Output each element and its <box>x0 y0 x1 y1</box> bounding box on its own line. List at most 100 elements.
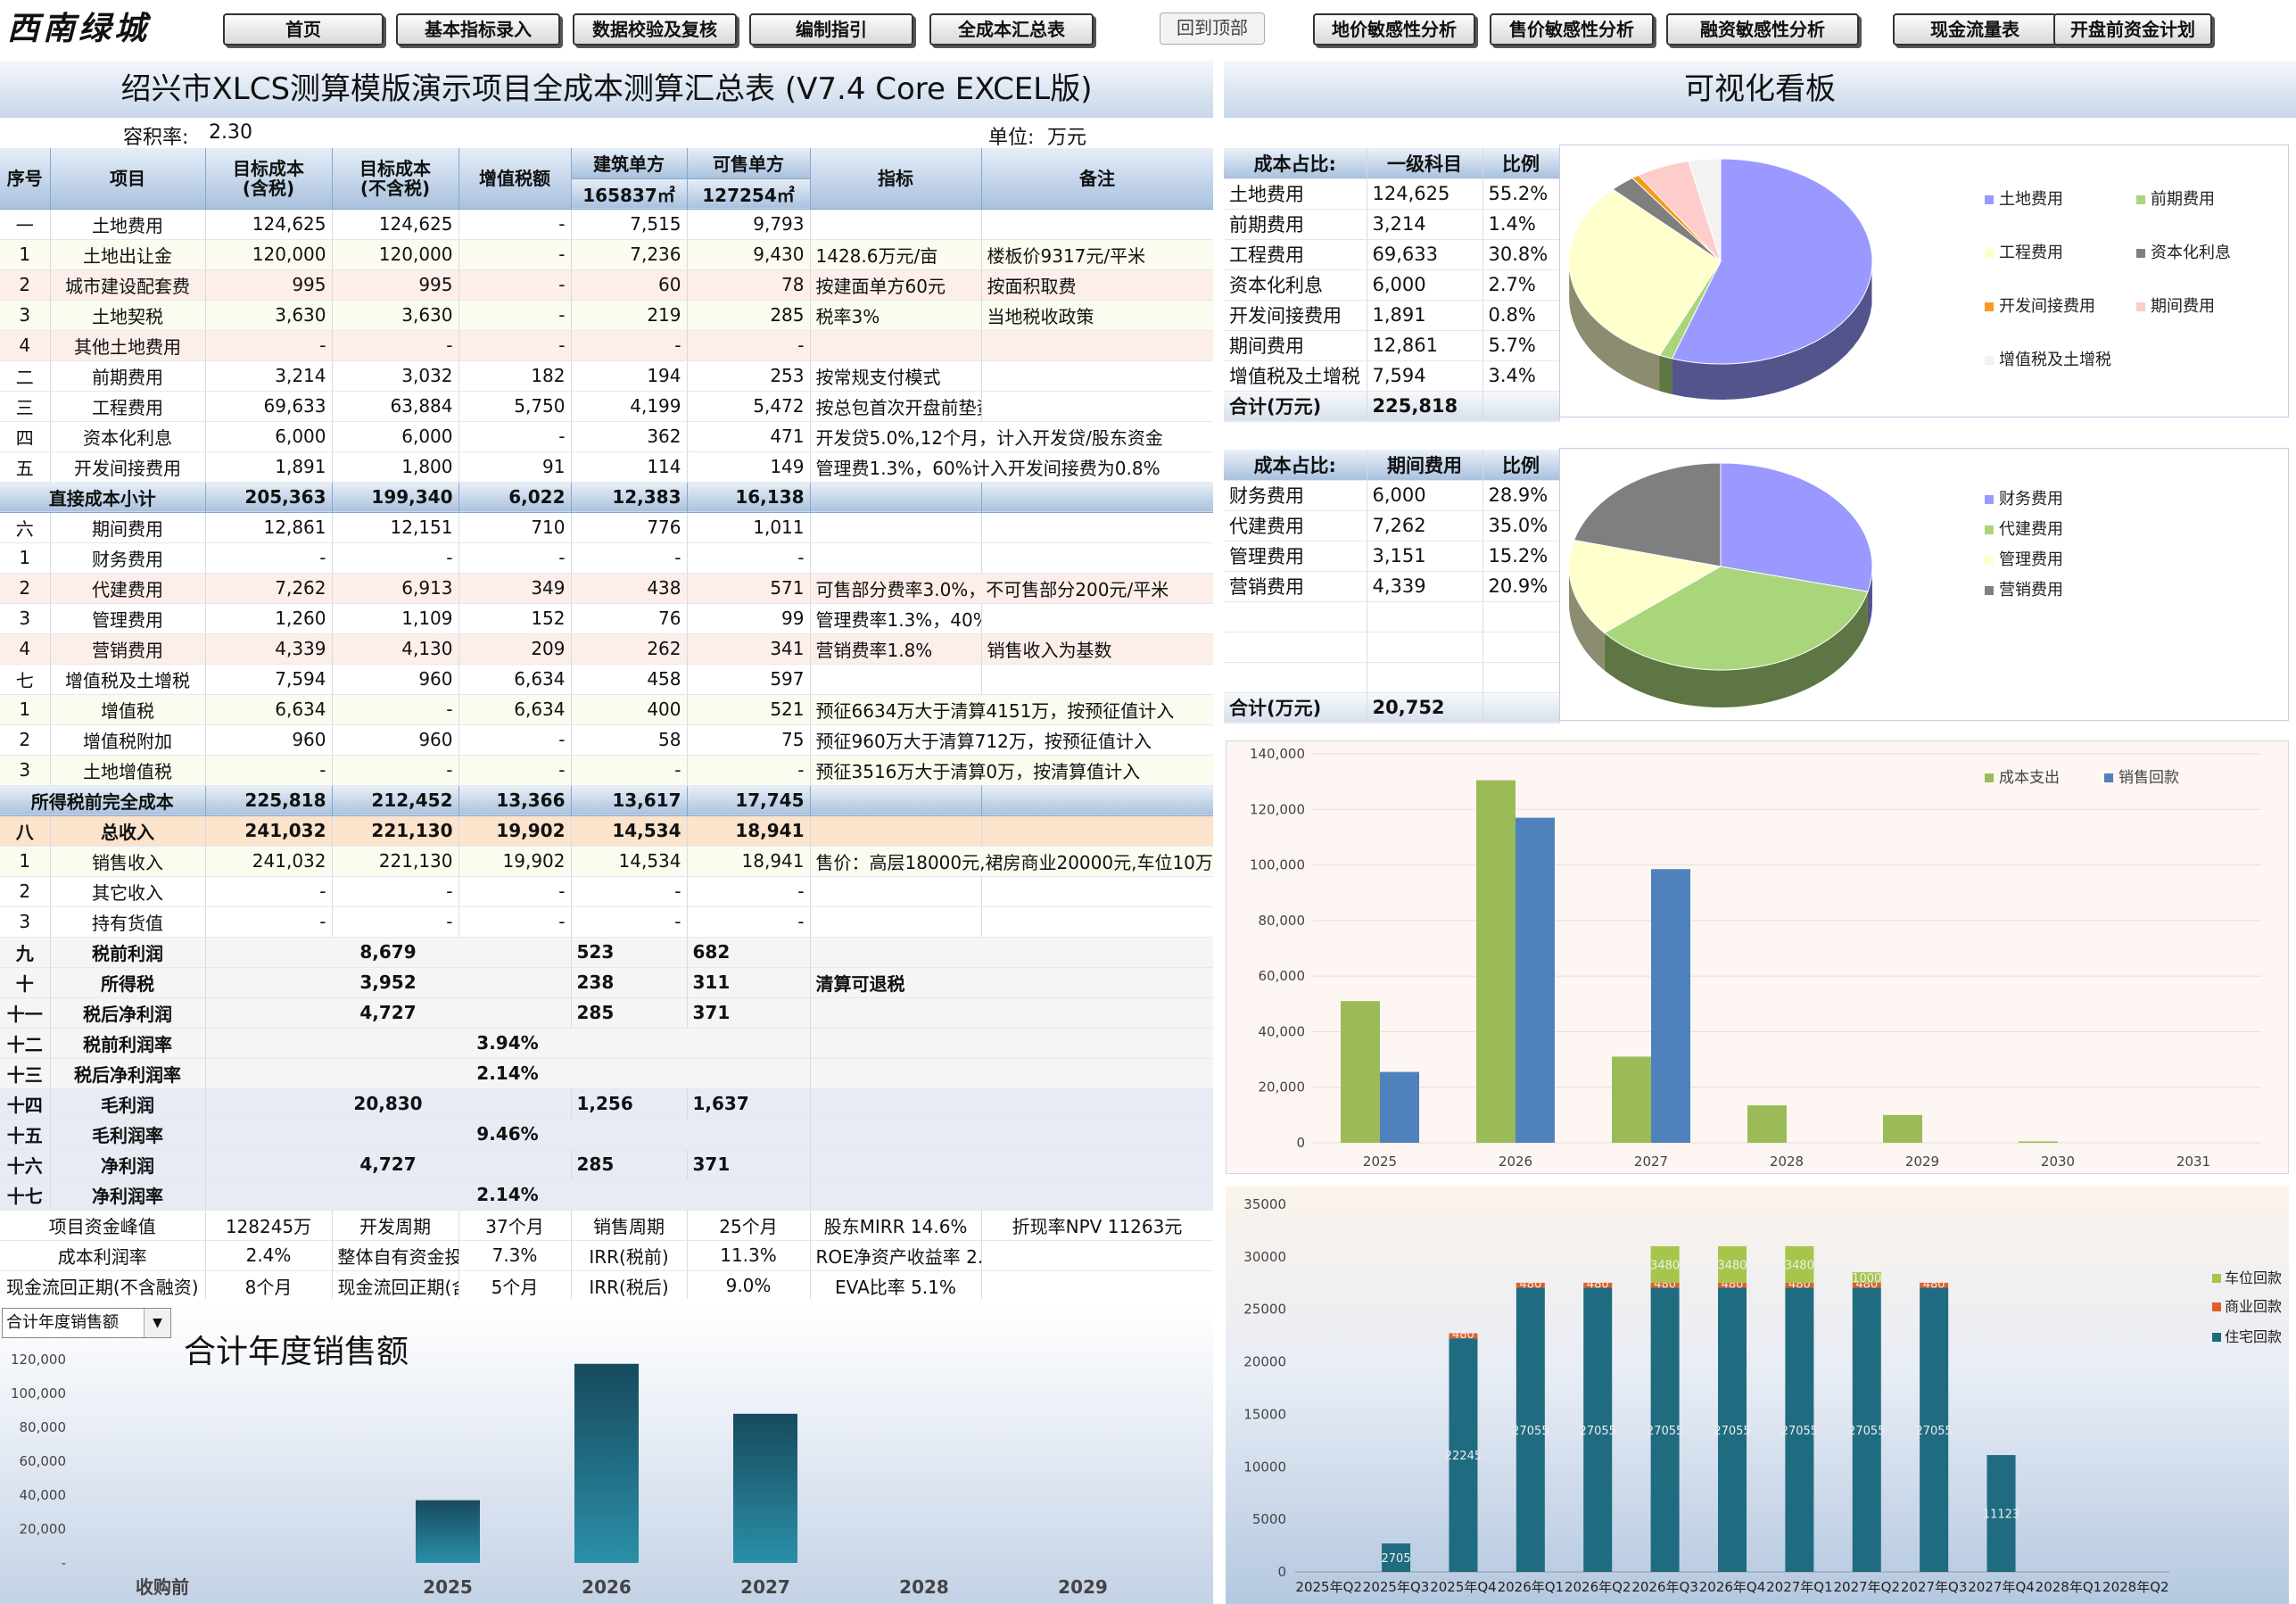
nav-guide-button[interactable]: 编制指引 <box>749 13 913 45</box>
data-label: 480 <box>1587 1278 1609 1292</box>
ratio-percent <box>1482 662 1560 693</box>
row-build-unit: - <box>571 755 688 786</box>
pie-slice-side <box>1569 566 1605 671</box>
row-item: 前期费用 <box>50 360 206 392</box>
row-item: 管理费用 <box>50 603 206 634</box>
row-cost-notax: 960 <box>332 664 459 695</box>
back-to-top-button[interactable]: 回到顶部 <box>1160 12 1265 45</box>
row-cost-tax: - <box>205 906 333 938</box>
nav-cashflow-button[interactable]: 现金流量表 <box>1893 13 2057 45</box>
x-tick-label: 2027年Q3 <box>1901 1579 1968 1595</box>
kpi-row: 项目资金峰值 128245万 开发周期 37个月 销售周期 25个月 股东MIRR 14.6… <box>0 1210 1213 1241</box>
row-seq: 2 <box>0 876 51 907</box>
profit-item: 毛利润 <box>50 1088 206 1120</box>
row-sale-unit: 1,011 <box>687 512 811 543</box>
kpi-metric <box>981 1240 1213 1271</box>
row-sale-unit: 18,941 <box>687 815 811 847</box>
ratio-amount: 124,625 <box>1367 178 1483 210</box>
row-sale-unit: 78 <box>687 269 811 301</box>
kpi-label: 销售周期 <box>571 1210 688 1241</box>
row-seq: 八 <box>0 815 51 847</box>
legend-label: 资本化利息 <box>2151 244 2231 262</box>
x-tick-label: 2027年Q4 <box>1968 1579 2035 1595</box>
bar <box>1516 817 1555 1143</box>
nav-price-sensitivity-button[interactable]: 售价敏感性分析 <box>1490 13 1654 45</box>
bar <box>1651 869 1690 1143</box>
profit-note: 清算可退税 <box>810 967 1213 998</box>
row-seq: 1 <box>0 239 51 270</box>
y-tick-label: 80,000 <box>20 1419 67 1435</box>
y-tick-label: 0 <box>1296 1135 1305 1151</box>
ratio-row: 期间费用 12,861 5.7% <box>1224 330 1560 361</box>
row-remark: 按面积取费 <box>981 269 1213 301</box>
profit-value: 3.94% <box>205 1028 811 1059</box>
chart-series-select[interactable]: 合计年度销售额 ▼ <box>2 1308 171 1338</box>
row-item: 销售收入 <box>50 846 206 877</box>
kpi-label: IRR(税后) <box>571 1270 688 1299</box>
row-cost-tax: 7,594 <box>205 664 333 695</box>
row-build-unit: 400 <box>571 694 688 725</box>
table-header-row: 165837㎡ 127254㎡ <box>0 178 1213 210</box>
x-tick-label: 2026年Q4 <box>1699 1579 1766 1595</box>
col-sale-unit-header: 可售单方 <box>687 148 811 179</box>
ratio-table-header: 成本占比: 期间费用 比例 <box>1224 450 1560 481</box>
table-row: 1 财务费用 - - - - - <box>0 542 1213 574</box>
unit-label: 单位: <box>988 127 1035 149</box>
legend-label: 开发间接费用 <box>1999 297 2095 316</box>
data-label: 3480 <box>1785 1259 1814 1272</box>
ratio-amount: 6,000 <box>1367 480 1483 511</box>
row-indicator: 营销费率1.8% <box>810 633 982 665</box>
nav-land-sensitivity-button[interactable]: 地价敏感性分析 <box>1313 13 1475 45</box>
data-label: 480 <box>1519 1278 1541 1292</box>
ratio-header-cell: 成本占比: <box>1224 450 1367 481</box>
kpi-value: 7.3% <box>458 1240 572 1271</box>
row-remark <box>981 512 1213 543</box>
dashboard-title: 可视化看板 <box>1224 61 2296 118</box>
row-cost-notax: 1,800 <box>332 451 459 483</box>
profit-row: 十二 税前利润率 3.94% <box>0 1028 1213 1059</box>
main-title: 绍兴市XLCS测算模版演示项目全成本测算汇总表 (V7.4 Core EXCEL… <box>0 61 1213 118</box>
row-build-unit: 4,199 <box>571 391 688 422</box>
nav-finance-sensitivity-button[interactable]: 融资敏感性分析 <box>1666 13 1859 45</box>
row-cost-notax: 6,913 <box>332 573 459 604</box>
dropdown-arrow-icon[interactable]: ▼ <box>144 1309 170 1337</box>
row-indicator: 按常规支付模式 <box>810 360 982 392</box>
pie-slice-side <box>1659 355 1672 394</box>
x-tick-label: 2028年Q2 <box>2102 1579 2169 1595</box>
row-cost-tax: 12,861 <box>205 512 333 543</box>
row-indicator: 售价：高层18000元,裙房商业20000元,车位10万元/个 <box>810 846 1213 877</box>
row-build-unit: 776 <box>571 512 688 543</box>
profit-build-unit: 285 <box>571 997 688 1029</box>
row-cost-tax: 120,000 <box>205 239 333 270</box>
x-tick-label: 2025 <box>1363 1153 1397 1170</box>
y-tick-label: 100,000 <box>1250 857 1305 873</box>
row-build-unit: 14,534 <box>571 815 688 847</box>
profit-item: 税后净利润 <box>50 997 206 1029</box>
nav-data-check-button[interactable]: 数据校验及复核 <box>573 13 737 45</box>
row-indicator: 可售部分费率3.0%，不可售部分200元/平米 <box>810 573 1213 604</box>
nav-prelaunch-plan-button[interactable]: 开盘前资金计划 <box>2053 13 2212 45</box>
nav-basic-input-button[interactable]: 基本指标录入 <box>396 13 560 45</box>
kpi-label: 开发周期 <box>332 1210 459 1241</box>
table-row: 五开发间接费用 1,891 1,800 91 114 149 管理费1.3%，60%计入开发… <box>0 451 1213 483</box>
legend-label: 管理费用 <box>1999 550 2063 569</box>
legend-label: 财务费用 <box>1999 490 2063 508</box>
x-tick-label: 2029 <box>1905 1153 1939 1170</box>
x-tick-label: 2025 <box>423 1576 473 1598</box>
nav-cost-summary-button[interactable]: 全成本汇总表 <box>929 13 1094 45</box>
ratio-row <box>1224 601 1560 633</box>
ratio-percent: 55.2% <box>1482 178 1560 210</box>
profit-seq: 九 <box>0 937 51 968</box>
kpi-value: 2.4% <box>205 1240 333 1271</box>
ratio-amount: 1,891 <box>1367 300 1483 331</box>
row-vat: 19,902 <box>458 846 572 877</box>
x-tick-label: 2026 <box>1499 1153 1532 1170</box>
kpi-metric: EVA比率 5.1% <box>810 1270 982 1299</box>
row-seq: 五 <box>0 451 51 483</box>
nav-home-button[interactable]: 首页 <box>223 13 384 45</box>
row-indicator <box>810 512 982 543</box>
legend-label: 车位回款 <box>2225 1269 2282 1286</box>
pie-slice <box>1603 566 1869 671</box>
col-cost-tax-header: 目标成本 (含税) <box>205 148 333 210</box>
data-label: 3480 <box>1717 1259 1747 1272</box>
